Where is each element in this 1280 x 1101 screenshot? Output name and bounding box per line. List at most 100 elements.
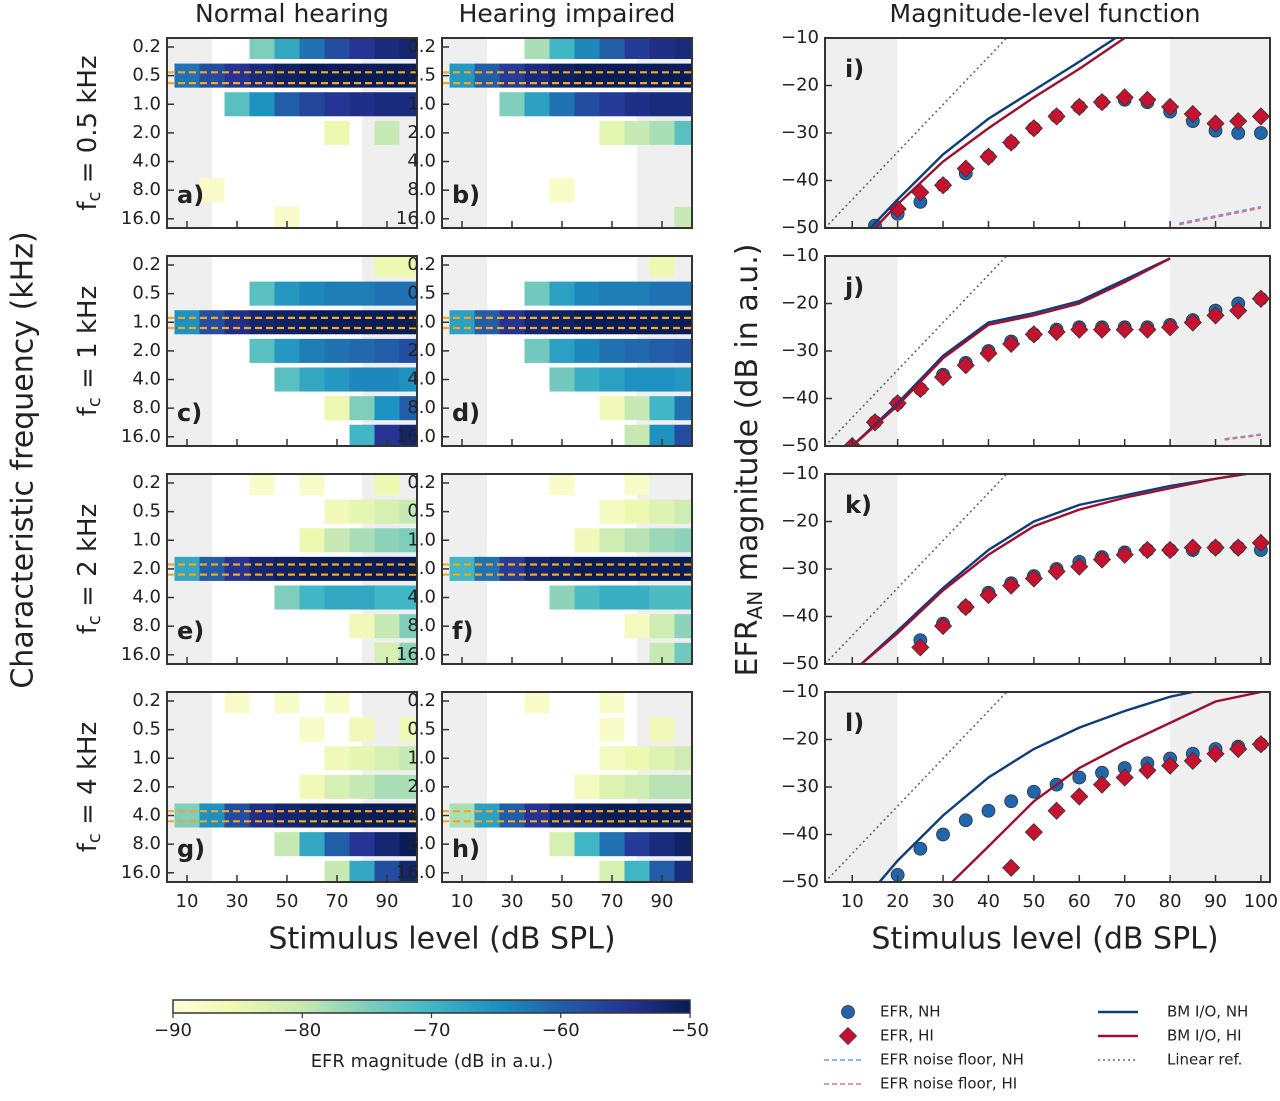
efr-point [1251, 289, 1270, 308]
panel-label: f) [452, 617, 473, 645]
y-tick-label: −50 [781, 653, 819, 674]
heatmap-cell [599, 556, 625, 581]
row-label-main: f [73, 201, 103, 211]
efr-point [1138, 540, 1157, 560]
efr-point [1206, 306, 1225, 325]
shaded-region [825, 474, 898, 664]
heatmap-cell [399, 614, 417, 639]
heatmap-cell [524, 310, 550, 335]
y-tick-label: 4.0 [407, 805, 436, 826]
y-tick-label: −20 [781, 511, 819, 532]
y-label-text: magnitude (dB in a.u.) [730, 244, 765, 591]
y-tick-label: 1.0 [132, 529, 161, 550]
heatmap-cell [299, 585, 325, 610]
y-tick-label: 8.0 [132, 615, 161, 636]
heatmap-cell [624, 120, 650, 145]
heatmap-cell [649, 556, 675, 581]
row-label: fc = 4 kHz [73, 722, 106, 852]
plot-area [167, 38, 417, 228]
heatmap-cell [574, 310, 600, 335]
heatmap-cell [374, 256, 400, 278]
x-tick-label: 60 [1068, 891, 1091, 912]
heatmap-cell [274, 585, 300, 610]
x-tick-label: 30 [226, 891, 249, 912]
heatmap-cell [649, 499, 675, 524]
y-tick-label: 0.5 [132, 719, 161, 740]
heatmap-cell [199, 803, 225, 828]
heatmap-cell [324, 803, 350, 828]
heatmap-cell [374, 556, 400, 581]
series-line [825, 38, 1008, 228]
efr-point [1047, 801, 1066, 820]
heatmap-cell [674, 281, 692, 306]
heatmap-cell [449, 803, 475, 828]
heatmap-cell [649, 424, 675, 446]
heatmap-cell [549, 281, 575, 306]
series-line [851, 257, 1171, 446]
y-tick-label: 0.2 [132, 36, 161, 57]
panel-label: h) [452, 835, 480, 863]
legend-label: EFR noise floor, NH [880, 1051, 1024, 1069]
y-tick-label: 16.0 [396, 426, 436, 447]
heatmap-cell [599, 746, 625, 771]
heatmap-cell [574, 528, 600, 553]
heatmap-cell [399, 499, 417, 524]
efr-point [1138, 761, 1157, 780]
panel-label: j) [844, 273, 864, 301]
heatmap-cell [399, 281, 417, 306]
heatmap-cell [649, 528, 675, 553]
x-tick-label: 50 [1022, 891, 1045, 912]
efr-point [1070, 557, 1089, 576]
y-tick-label: 0.5 [407, 501, 436, 522]
shaded-region [167, 256, 212, 446]
efr-point [1251, 533, 1270, 552]
heatmap-cell [674, 832, 692, 857]
y-tick-label: 4.0 [132, 151, 161, 172]
heatmap-cell [599, 92, 625, 117]
y-tick-label: −50 [781, 871, 819, 892]
series-line [869, 38, 1117, 228]
shaded-region [442, 692, 487, 882]
x-tick-label: 30 [932, 891, 955, 912]
plot-area [442, 692, 692, 882]
heatmap-cell [349, 774, 375, 799]
efr-point [1115, 320, 1134, 339]
y-tick-label: 2.0 [407, 558, 436, 579]
heatmap-cell [299, 528, 325, 553]
heatmap-cell [549, 556, 575, 581]
plot-area [442, 474, 692, 664]
efr-point [1070, 320, 1089, 339]
efr-point [1070, 97, 1089, 116]
y-tick-label: −30 [781, 558, 819, 579]
heatmap-cell [374, 860, 400, 882]
y-tick-label: 0.2 [132, 472, 161, 493]
heatmap-cell [599, 499, 625, 524]
heatmap-cell [374, 832, 400, 857]
heatmap-cell [249, 338, 275, 363]
heatmap-cell [399, 860, 417, 882]
heatmap-cell [324, 396, 350, 421]
x-tick-label: 10 [176, 891, 199, 912]
series-line [1179, 207, 1262, 226]
heatmap-cell [624, 92, 650, 117]
y-tick-label: 8.0 [132, 397, 161, 418]
efr-point [1115, 88, 1134, 107]
y-tick-label: −50 [781, 217, 819, 238]
y-tick-label: 4.0 [132, 587, 161, 608]
y-tick-label: −50 [781, 435, 819, 456]
heatmap-cell [399, 424, 417, 446]
heatmap-cell [649, 614, 675, 639]
heatmap-cell [399, 396, 417, 421]
heatmap-cell [499, 92, 525, 117]
heatmap-cell [674, 92, 692, 117]
heatmap-cell [324, 310, 350, 335]
heatmap-cell [449, 310, 475, 335]
heatmap-cell [324, 499, 350, 524]
panel-label: b) [452, 181, 480, 209]
heatmap-cell [349, 528, 375, 553]
heatmap-cell [599, 38, 625, 60]
heatmap-cell [649, 396, 675, 421]
efr-point [1251, 735, 1270, 754]
heatmap-cell [674, 803, 692, 828]
colorbar-tick-label: −60 [542, 1020, 580, 1041]
